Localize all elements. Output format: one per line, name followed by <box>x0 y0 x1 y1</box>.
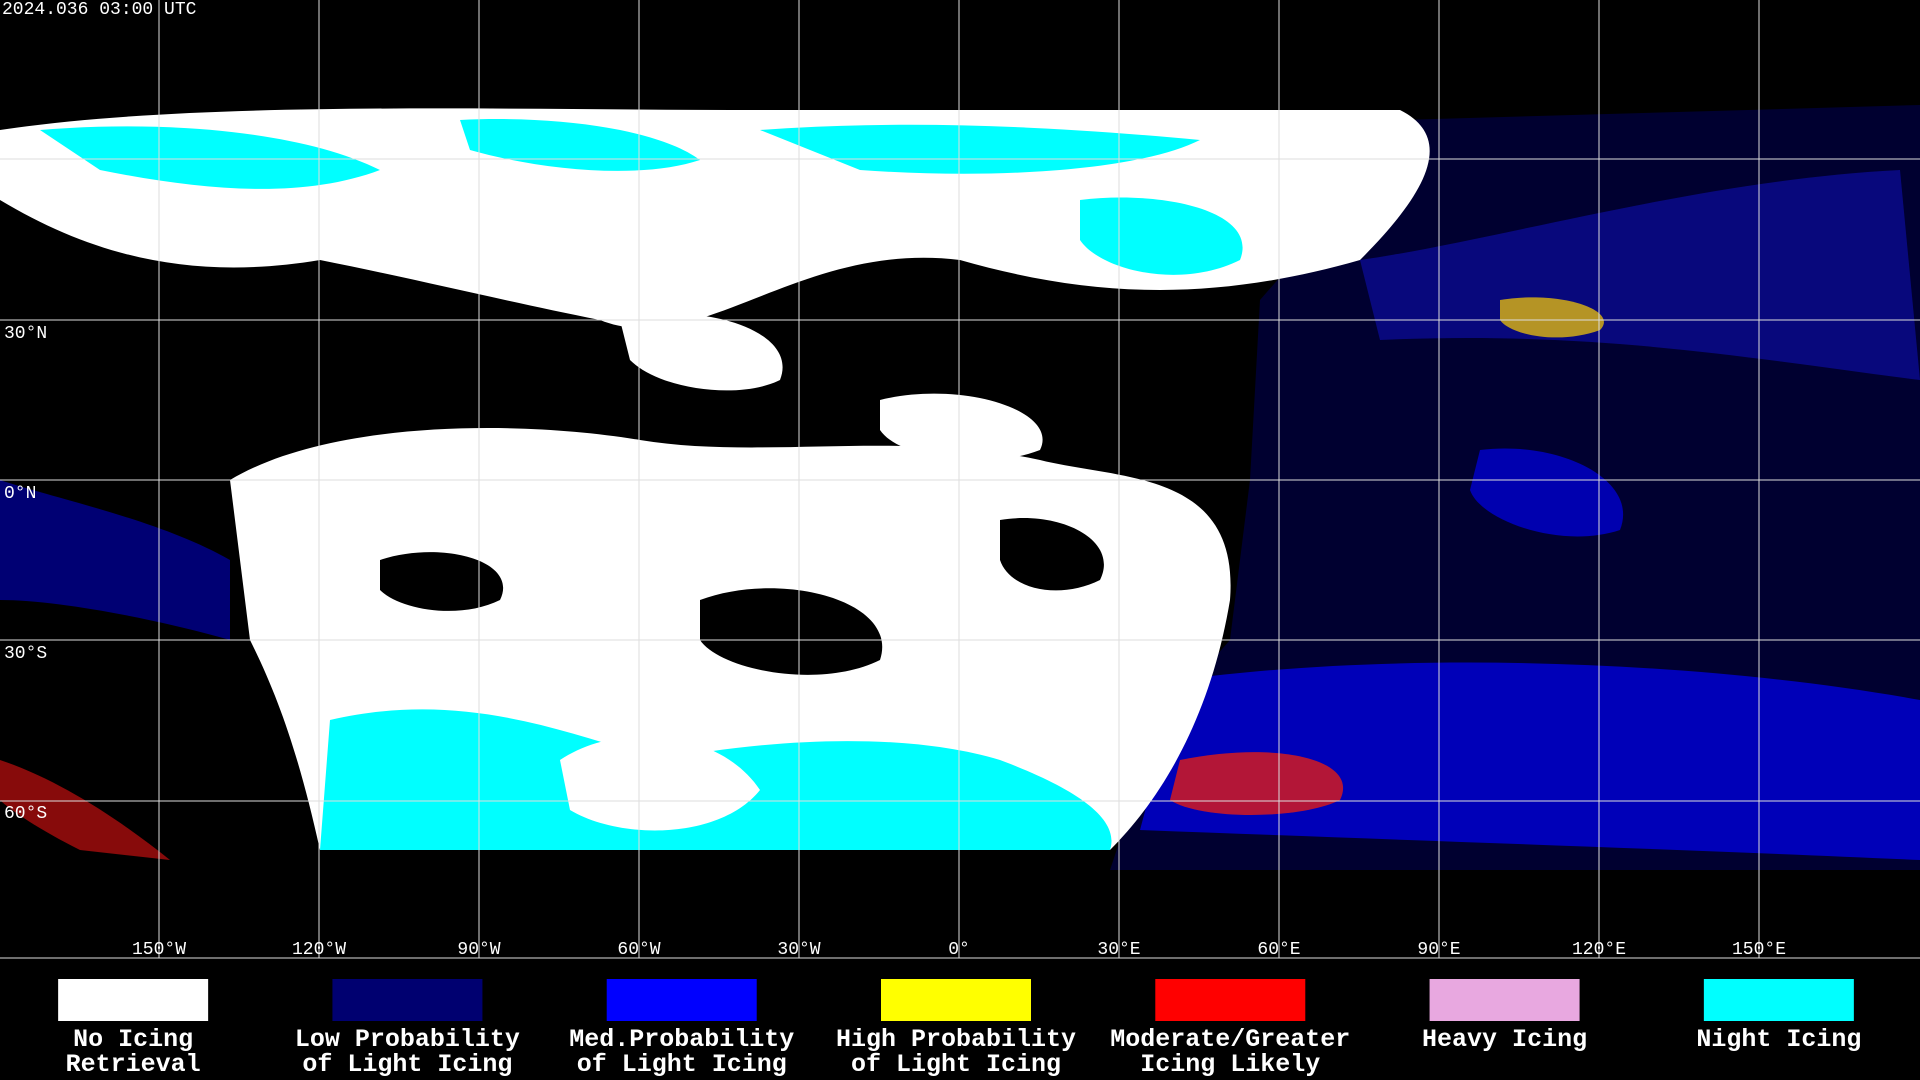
longitude-label: 60°E <box>1257 940 1300 960</box>
legend-label: Retrieval <box>66 1050 201 1079</box>
legend-label: Icing Likely <box>1140 1050 1320 1079</box>
icing-patch <box>1140 662 1920 860</box>
graticule-labels: 150°W 120°W 90°W 60°W 30°W 0° 30°E 60°E 90°E 120°… <box>4 324 1786 960</box>
longitude-label: 30°W <box>777 940 820 960</box>
cloud-patch <box>560 652 984 831</box>
map-imagery <box>0 105 1920 870</box>
icing-patch <box>1500 297 1604 338</box>
legend-swatch <box>606 979 757 1021</box>
legend-label: Low Probability <box>295 1025 520 1054</box>
legend-swatch <box>58 979 209 1021</box>
latitude-label: 30°N <box>4 324 47 344</box>
icing-patch <box>0 480 230 640</box>
cloud-patch <box>620 313 1043 461</box>
legend-label: No Icing <box>73 1025 193 1054</box>
legend-label: of Light Icing <box>577 1050 787 1079</box>
longitude-label: 150°W <box>132 940 186 960</box>
legend-swatch <box>1429 979 1580 1021</box>
legend-swatch <box>1155 979 1306 1021</box>
timestamp: 2024.036 03:00 UTC <box>2 0 197 20</box>
icing-patch <box>1470 448 1624 537</box>
legend-label: Moderate/Greater <box>1110 1025 1350 1054</box>
legend-label: Med.Probability <box>569 1025 794 1054</box>
legend-swatch <box>881 979 1031 1021</box>
legend-label: Heavy Icing <box>1422 1025 1587 1054</box>
legend-swatch <box>1703 979 1854 1021</box>
legend-label: of Light Icing <box>302 1050 512 1079</box>
longitude-label: 60°W <box>617 940 660 960</box>
night-icing-band <box>40 119 1243 275</box>
legend-swatch <box>332 979 483 1021</box>
longitude-label: 120°E <box>1572 940 1626 960</box>
clear-sky <box>380 518 1104 675</box>
longitude-label: 30°E <box>1097 940 1140 960</box>
longitude-label: 90°E <box>1417 940 1460 960</box>
icing-patch <box>1170 752 1344 815</box>
longitude-label: 0° <box>948 940 970 960</box>
latitude-label: 60°S <box>4 804 47 824</box>
longitude-label: 120°W <box>292 940 346 960</box>
latitude-label: 30°S <box>4 644 47 664</box>
longitude-label: 90°W <box>457 940 500 960</box>
legend-label: High Probability <box>836 1025 1076 1054</box>
graticule <box>0 0 1920 959</box>
icing-patch <box>1360 170 1920 380</box>
icing-patch <box>0 760 170 860</box>
legend-label: Night Icing <box>1696 1025 1861 1054</box>
latitude-label: 0°N <box>4 484 36 504</box>
longitude-label: 150°E <box>1732 940 1786 960</box>
legend-label: of Light Icing <box>851 1050 1061 1079</box>
